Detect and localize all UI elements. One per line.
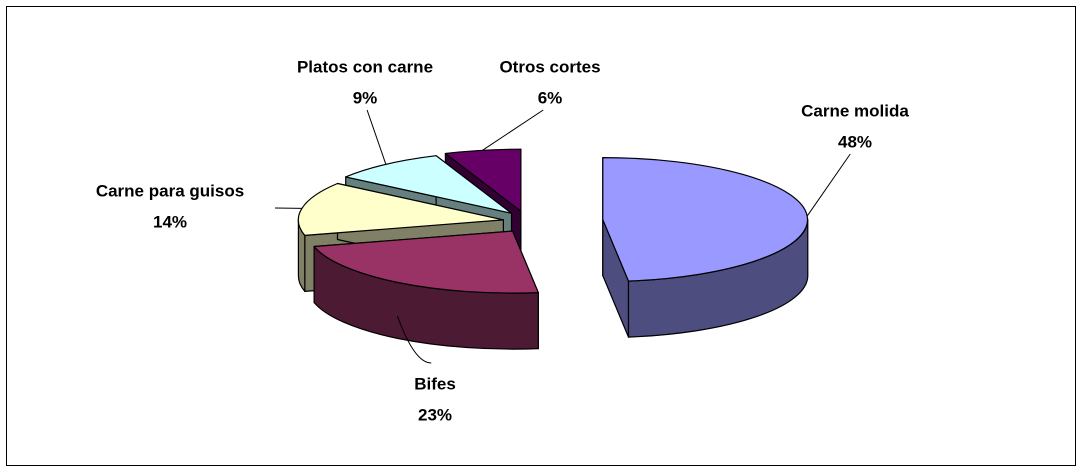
slice-label: Carne molida (801, 101, 909, 120)
slice-top (313, 230, 539, 294)
leader-line (807, 153, 851, 216)
slice-label: Carne para guisos (96, 181, 244, 200)
slice-percent: 9% (353, 88, 378, 107)
leader-line (366, 109, 387, 165)
slice-percent: 23% (418, 405, 452, 424)
leader-line (396, 315, 432, 364)
chart-border (6, 6, 1076, 466)
slice-top (345, 155, 513, 214)
pie-slice (602, 157, 809, 338)
slice-percent: 48% (838, 132, 872, 151)
slice-label: Platos con carne (297, 57, 433, 76)
slice-label: Otros cortes (499, 57, 600, 76)
slice-percent: 6% (538, 88, 563, 107)
slice-percent: 14% (153, 212, 187, 231)
leader-line (482, 109, 544, 151)
slice-label: Bifes (414, 374, 456, 393)
slice-top (602, 157, 809, 282)
pie-slice (313, 230, 539, 350)
